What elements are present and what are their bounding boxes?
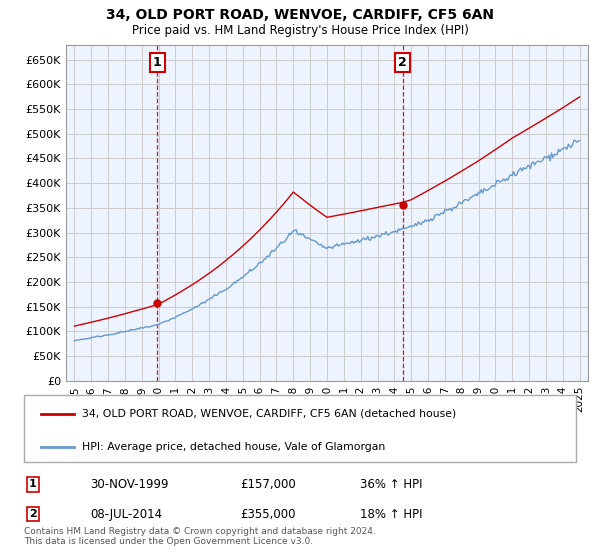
Text: 1: 1 <box>29 479 37 489</box>
Text: HPI: Average price, detached house, Vale of Glamorgan: HPI: Average price, detached house, Vale… <box>82 442 385 452</box>
Text: Contains HM Land Registry data © Crown copyright and database right 2024.
This d: Contains HM Land Registry data © Crown c… <box>24 526 376 546</box>
Text: 34, OLD PORT ROAD, WENVOE, CARDIFF, CF5 6AN: 34, OLD PORT ROAD, WENVOE, CARDIFF, CF5 … <box>106 8 494 22</box>
Text: £157,000: £157,000 <box>240 478 296 491</box>
Text: 36% ↑ HPI: 36% ↑ HPI <box>360 478 422 491</box>
Text: 2: 2 <box>29 509 37 519</box>
Text: 1: 1 <box>153 55 161 69</box>
Text: 30-NOV-1999: 30-NOV-1999 <box>90 478 169 491</box>
Text: 08-JUL-2014: 08-JUL-2014 <box>90 507 162 521</box>
Text: 18% ↑ HPI: 18% ↑ HPI <box>360 507 422 521</box>
Text: £355,000: £355,000 <box>240 507 296 521</box>
Text: 2: 2 <box>398 55 407 69</box>
FancyBboxPatch shape <box>24 395 576 462</box>
Text: Price paid vs. HM Land Registry's House Price Index (HPI): Price paid vs. HM Land Registry's House … <box>131 24 469 36</box>
Text: 34, OLD PORT ROAD, WENVOE, CARDIFF, CF5 6AN (detached house): 34, OLD PORT ROAD, WENVOE, CARDIFF, CF5 … <box>82 409 456 419</box>
